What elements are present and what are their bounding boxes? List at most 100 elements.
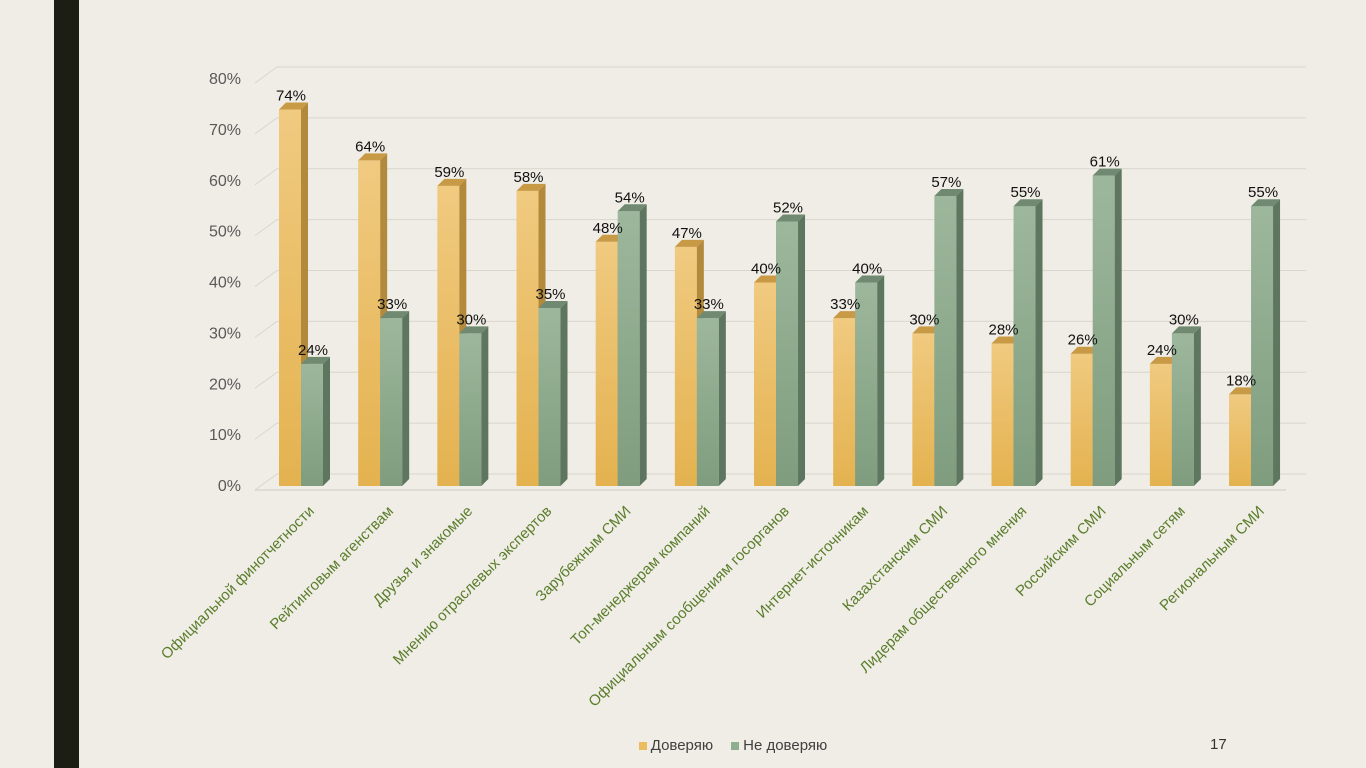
bar-trust-front bbox=[595, 241, 618, 486]
gridline-diagonal bbox=[254, 422, 278, 440]
bar-trust-front bbox=[674, 246, 697, 486]
bar-distrust-top bbox=[934, 189, 964, 197]
bar-distrust-front bbox=[1013, 206, 1036, 486]
bar-distrust bbox=[1013, 199, 1043, 486]
bar-distrust-side bbox=[798, 214, 806, 486]
data-label: 58% bbox=[513, 169, 543, 186]
category-label: Топ-менеджерам компаний bbox=[568, 503, 714, 649]
y-tick-label: 60% bbox=[209, 173, 241, 190]
bar-distrust-front bbox=[301, 363, 323, 486]
page-number: 17 bbox=[1210, 736, 1227, 753]
legend-label-trust: Доверяю bbox=[650, 737, 714, 754]
gridline-diagonal bbox=[254, 320, 278, 338]
data-label: 64% bbox=[355, 138, 385, 155]
data-label: 61% bbox=[1090, 154, 1120, 171]
legend-label-distrust: Не доверяю bbox=[743, 737, 828, 754]
data-label: 24% bbox=[1147, 342, 1177, 359]
bar-distrust-side bbox=[481, 326, 489, 486]
bar-distrust-side bbox=[323, 356, 330, 486]
data-label: 48% bbox=[593, 220, 623, 237]
bar-distrust-top bbox=[459, 326, 489, 334]
data-label: 33% bbox=[694, 296, 724, 313]
gridline-diagonal bbox=[254, 473, 278, 491]
data-label: 74% bbox=[276, 88, 306, 105]
bar-distrust-top bbox=[380, 311, 410, 319]
bar-distrust-top bbox=[776, 214, 806, 222]
bar-trust-top bbox=[833, 311, 863, 319]
bar-distrust-front bbox=[459, 333, 482, 486]
data-label: 30% bbox=[1169, 311, 1199, 328]
bar-distrust-top bbox=[1013, 199, 1043, 207]
y-tick-label: 40% bbox=[209, 275, 241, 292]
bar-trust-top bbox=[595, 234, 625, 242]
bar-trust-top bbox=[1229, 387, 1259, 395]
bar-distrust bbox=[934, 189, 964, 486]
bar-distrust-side bbox=[1114, 168, 1122, 486]
bar-distrust-front bbox=[1092, 175, 1115, 486]
bar-distrust-top bbox=[1092, 168, 1122, 176]
bar-distrust-top bbox=[855, 275, 885, 283]
bar-trust-front bbox=[1070, 353, 1093, 486]
bar-trust-front bbox=[1149, 363, 1172, 486]
data-label: 30% bbox=[456, 311, 486, 328]
bar-trust-top bbox=[912, 326, 942, 334]
data-label: 47% bbox=[672, 225, 702, 242]
category-label: Официальной финотчетности bbox=[158, 503, 318, 663]
bar-distrust-side bbox=[718, 311, 726, 486]
data-label: 57% bbox=[931, 174, 961, 191]
bar-trust-top bbox=[754, 275, 784, 283]
y-tick-label: 20% bbox=[209, 376, 241, 393]
bar-distrust-top bbox=[696, 311, 726, 319]
legend-item-trust: Доверяю bbox=[638, 737, 714, 754]
data-label: 33% bbox=[377, 296, 407, 313]
bar-distrust-front bbox=[1251, 206, 1274, 486]
gridline-diagonal bbox=[254, 168, 278, 186]
bar-distrust-front bbox=[380, 318, 403, 486]
y-tick-label: 50% bbox=[209, 224, 241, 241]
bar-trust-front bbox=[437, 185, 460, 486]
data-label: 55% bbox=[1011, 184, 1041, 201]
bar-distrust-side bbox=[1273, 199, 1281, 486]
bar-trust-front bbox=[991, 343, 1014, 486]
data-label: 30% bbox=[909, 311, 939, 328]
bar-distrust-front bbox=[934, 196, 957, 486]
bar-trust-top bbox=[279, 102, 308, 110]
bar-distrust bbox=[855, 275, 885, 486]
data-label: 28% bbox=[989, 322, 1019, 339]
data-label: 26% bbox=[1068, 332, 1098, 349]
bar-distrust-side bbox=[402, 311, 410, 486]
bar-distrust-top bbox=[1171, 326, 1201, 334]
bar-distrust-side bbox=[956, 189, 964, 486]
bar-distrust-front bbox=[696, 318, 719, 486]
bar-distrust bbox=[380, 311, 410, 486]
y-tick-label: 0% bbox=[218, 478, 241, 495]
y-tick-label: 10% bbox=[209, 427, 241, 444]
data-label: 35% bbox=[535, 286, 565, 303]
chart-legend: Доверяю Не доверяю bbox=[0, 737, 1366, 754]
legend-item-distrust: Не доверяю bbox=[731, 737, 827, 754]
bar-distrust bbox=[301, 356, 330, 486]
gridline-diagonal bbox=[254, 270, 278, 287]
bar-distrust-top bbox=[1251, 199, 1281, 207]
bar-distrust bbox=[776, 214, 806, 486]
bar-distrust bbox=[1092, 168, 1122, 486]
bar-distrust-side bbox=[1035, 199, 1043, 486]
bar-distrust-front bbox=[776, 221, 799, 486]
legend-swatch-distrust bbox=[731, 741, 740, 750]
slide-accent-bar bbox=[54, 0, 79, 768]
bar-trust-front bbox=[833, 318, 856, 486]
bar-distrust-front bbox=[617, 211, 640, 486]
bar-trust-front bbox=[516, 190, 539, 487]
gridline-diagonal bbox=[254, 66, 278, 84]
bar-trust-top bbox=[1149, 356, 1179, 364]
gridline-diagonal bbox=[254, 219, 278, 237]
bar-distrust-side bbox=[639, 204, 647, 486]
bar-trust-top bbox=[991, 336, 1021, 344]
bar-trust-top bbox=[358, 153, 388, 161]
data-label: 59% bbox=[434, 164, 464, 181]
gridline-diagonal bbox=[254, 117, 278, 135]
y-tick-label: 80% bbox=[209, 71, 241, 88]
bar-distrust-front bbox=[538, 307, 561, 486]
bar-distrust-top bbox=[617, 204, 647, 212]
bar-distrust-top bbox=[301, 356, 330, 364]
